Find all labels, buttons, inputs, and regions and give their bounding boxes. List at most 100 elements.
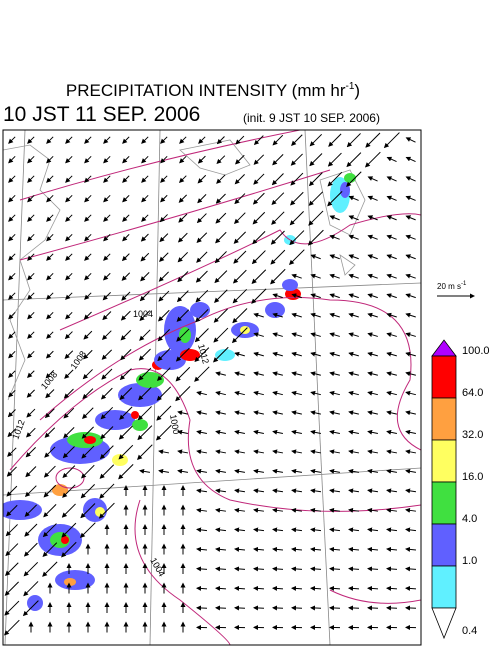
wind-arrow bbox=[329, 273, 340, 279]
wind-arrow bbox=[348, 585, 360, 591]
wind-arrow bbox=[65, 214, 73, 222]
wind-arrow bbox=[253, 173, 265, 185]
wind-arrow bbox=[367, 195, 378, 201]
wind-arrow bbox=[215, 371, 226, 377]
wind-arrow bbox=[253, 449, 265, 455]
wind-arrow bbox=[140, 252, 150, 262]
wind-arrow bbox=[310, 312, 321, 318]
wind-arrow bbox=[310, 566, 322, 572]
wind-arrow bbox=[348, 390, 359, 396]
wind-arrow bbox=[5, 524, 18, 537]
wind-arrow bbox=[329, 312, 340, 318]
wind-arrow bbox=[122, 155, 130, 164]
wind-arrow bbox=[367, 293, 378, 299]
coast bbox=[3, 144, 61, 401]
init-time: (init. 9 JST 10 SEP. 2006) bbox=[243, 111, 380, 125]
wind-arrow bbox=[160, 194, 168, 203]
wind-arrow bbox=[386, 371, 397, 377]
wind-arrow bbox=[197, 155, 206, 164]
rain-cell bbox=[154, 350, 186, 370]
wind-arrow bbox=[405, 351, 416, 357]
wind-arrow bbox=[252, 231, 266, 245]
wind-arrow bbox=[44, 408, 55, 419]
wind-arrow bbox=[348, 293, 359, 299]
wind-arrow bbox=[364, 151, 381, 168]
wind-arrow bbox=[196, 546, 208, 552]
wind-arrow bbox=[253, 585, 265, 591]
wind-arrow bbox=[177, 429, 188, 435]
rain-cell bbox=[136, 372, 164, 388]
wind-arrow bbox=[196, 566, 208, 572]
wind-arrow bbox=[386, 195, 397, 201]
wind-arrow bbox=[386, 332, 397, 338]
wind-arrow bbox=[367, 254, 378, 260]
wind-arrow bbox=[27, 350, 35, 359]
title-exponent: -1 bbox=[346, 81, 355, 92]
wind-arrow bbox=[84, 253, 92, 261]
wind-arrow bbox=[405, 254, 416, 260]
wind-arrow bbox=[23, 542, 38, 557]
wind-arrow bbox=[348, 468, 360, 474]
wind-arrow bbox=[196, 449, 208, 455]
wind-arrow bbox=[234, 174, 245, 185]
wind-arrow bbox=[98, 502, 115, 519]
wind-arrow bbox=[291, 585, 303, 591]
wind-arrow bbox=[213, 308, 228, 323]
wind-arrow bbox=[84, 214, 92, 222]
wind-arrow bbox=[329, 585, 341, 591]
wind-arrow bbox=[216, 155, 226, 165]
wind-arrow bbox=[8, 233, 16, 242]
wind-arrow bbox=[348, 429, 359, 435]
wind-arrow bbox=[84, 292, 92, 300]
wind-arrow bbox=[329, 468, 341, 474]
wind-scale-text: 20 m s bbox=[437, 282, 461, 291]
wind-arrow bbox=[101, 330, 112, 341]
wind-arrow bbox=[253, 351, 264, 357]
colorbar-label: 16.0 bbox=[462, 471, 483, 483]
wind-arrow bbox=[119, 406, 133, 420]
wind-arrow bbox=[310, 449, 322, 455]
wind-arrow bbox=[101, 349, 113, 360]
wind-arrow bbox=[194, 347, 210, 363]
wind-arrow bbox=[310, 488, 322, 494]
wind-arrow bbox=[196, 468, 208, 474]
wind-arrow bbox=[272, 546, 284, 552]
wind-arrow bbox=[118, 463, 134, 480]
wind-arrow bbox=[63, 407, 75, 419]
wind-arrow bbox=[81, 445, 95, 459]
wind-arrow bbox=[155, 424, 172, 441]
wind-arrow bbox=[196, 585, 208, 591]
wind-arrow bbox=[405, 488, 417, 494]
wind-arrow bbox=[386, 566, 398, 572]
wind-arrow bbox=[27, 233, 35, 242]
wind-arrow bbox=[63, 426, 75, 439]
wind-arrow bbox=[198, 136, 206, 144]
wind-arrow bbox=[310, 546, 322, 552]
wind-arrow bbox=[62, 465, 76, 479]
wind-arrow bbox=[291, 566, 303, 572]
wind-arrow bbox=[234, 488, 246, 494]
rain-cell bbox=[344, 173, 356, 183]
wind-arrow bbox=[234, 410, 245, 416]
colorbar-box bbox=[431, 355, 457, 399]
wind-arrow bbox=[348, 371, 359, 377]
wind-arrow bbox=[329, 527, 341, 533]
wind-arrow bbox=[122, 136, 130, 144]
wind-arrow bbox=[8, 292, 16, 300]
wind-arrow bbox=[46, 233, 54, 242]
wind-arrow bbox=[101, 368, 113, 380]
wind-arrow bbox=[99, 464, 115, 479]
wind-arrow bbox=[61, 522, 77, 538]
wind-arrow bbox=[194, 328, 209, 343]
wind-arrow bbox=[348, 410, 359, 416]
contour-label: 1008 bbox=[39, 370, 60, 392]
wind-arrow bbox=[65, 233, 73, 242]
wind-arrow bbox=[346, 152, 362, 168]
rain-cell bbox=[61, 536, 69, 544]
wind-arrow bbox=[253, 371, 264, 377]
wind-arrow bbox=[291, 410, 302, 416]
wind-arrow bbox=[65, 194, 73, 203]
wind-arrow bbox=[386, 546, 398, 552]
wind-arrow bbox=[8, 272, 16, 281]
wind-arrow bbox=[367, 507, 379, 513]
